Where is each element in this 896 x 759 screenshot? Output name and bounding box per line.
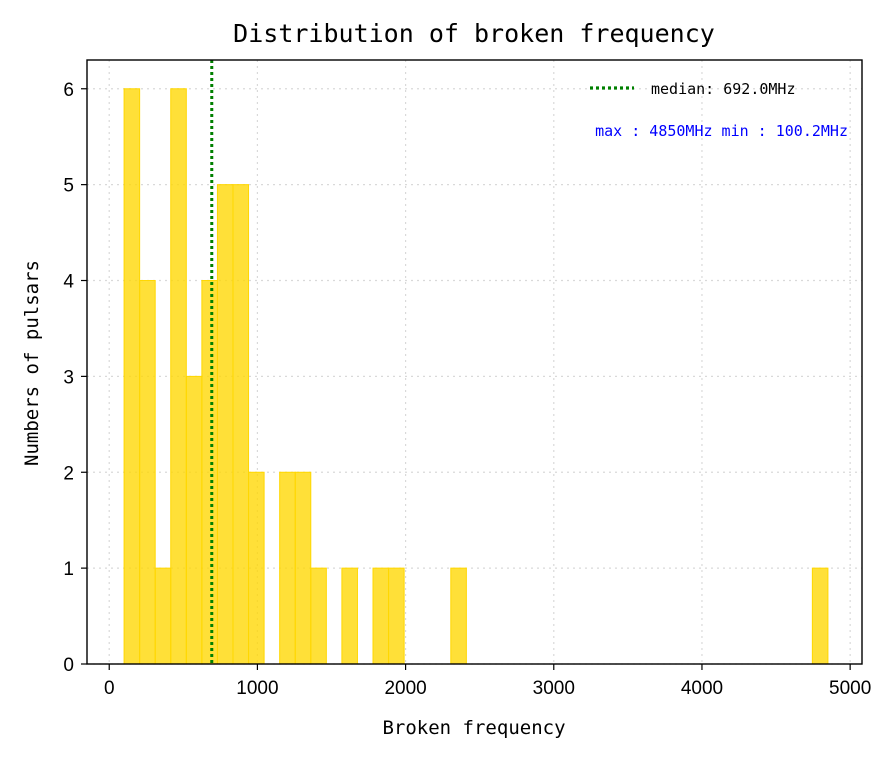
y-tick-label: 6 bbox=[63, 80, 74, 101]
histogram-bar bbox=[232, 184, 250, 665]
histogram-bar bbox=[201, 280, 218, 665]
legend: median: 692.0MHz bbox=[590, 80, 796, 98]
histogram-bar bbox=[388, 567, 405, 665]
legend-median-label: median: 692.0MHz bbox=[651, 80, 796, 98]
histogram-bar bbox=[139, 280, 156, 665]
histogram-bar bbox=[123, 88, 141, 665]
histogram-bar bbox=[170, 88, 187, 665]
x-tick-label: 2000 bbox=[384, 678, 426, 699]
y-axis-ticks: 0 1 2 3 4 5 6 bbox=[63, 80, 87, 676]
y-tick-label: 5 bbox=[63, 176, 74, 197]
histogram-bar bbox=[811, 567, 829, 665]
histogram-bar bbox=[154, 567, 172, 665]
histogram-bars bbox=[123, 88, 829, 665]
x-axis-label: Broken frequency bbox=[382, 717, 565, 739]
x-tick-label: 0 bbox=[104, 678, 115, 699]
histogram-bar bbox=[341, 567, 358, 665]
y-axis-label: Numbers of pulsars bbox=[21, 260, 43, 466]
x-axis-ticks: 0 1000 2000 3000 4000 5000 bbox=[104, 664, 871, 699]
plot-frame bbox=[86, 59, 863, 665]
y-tick-label: 1 bbox=[63, 559, 74, 580]
histogram-bar bbox=[185, 375, 203, 665]
histogram-bar bbox=[294, 471, 312, 665]
histogram-bar bbox=[216, 184, 234, 665]
y-tick-label: 0 bbox=[63, 655, 74, 676]
y-tick-label: 3 bbox=[63, 367, 74, 388]
x-tick-label: 5000 bbox=[829, 678, 871, 699]
grid-lines bbox=[87, 60, 862, 665]
histogram-bar bbox=[310, 567, 327, 665]
y-tick-label: 4 bbox=[63, 272, 74, 293]
histogram-bar bbox=[372, 567, 390, 665]
x-tick-label: 1000 bbox=[236, 678, 278, 699]
histogram-bar bbox=[450, 567, 467, 665]
chart-title: Distribution of broken frequency bbox=[233, 19, 715, 48]
x-tick-label: 3000 bbox=[533, 678, 575, 699]
histogram-bar bbox=[279, 471, 296, 665]
y-tick-label: 2 bbox=[63, 463, 74, 484]
x-tick-label: 4000 bbox=[681, 678, 723, 699]
max-min-annotation: max : 4850MHz min : 100.2MHz bbox=[595, 122, 848, 140]
histogram-bar bbox=[248, 471, 265, 665]
